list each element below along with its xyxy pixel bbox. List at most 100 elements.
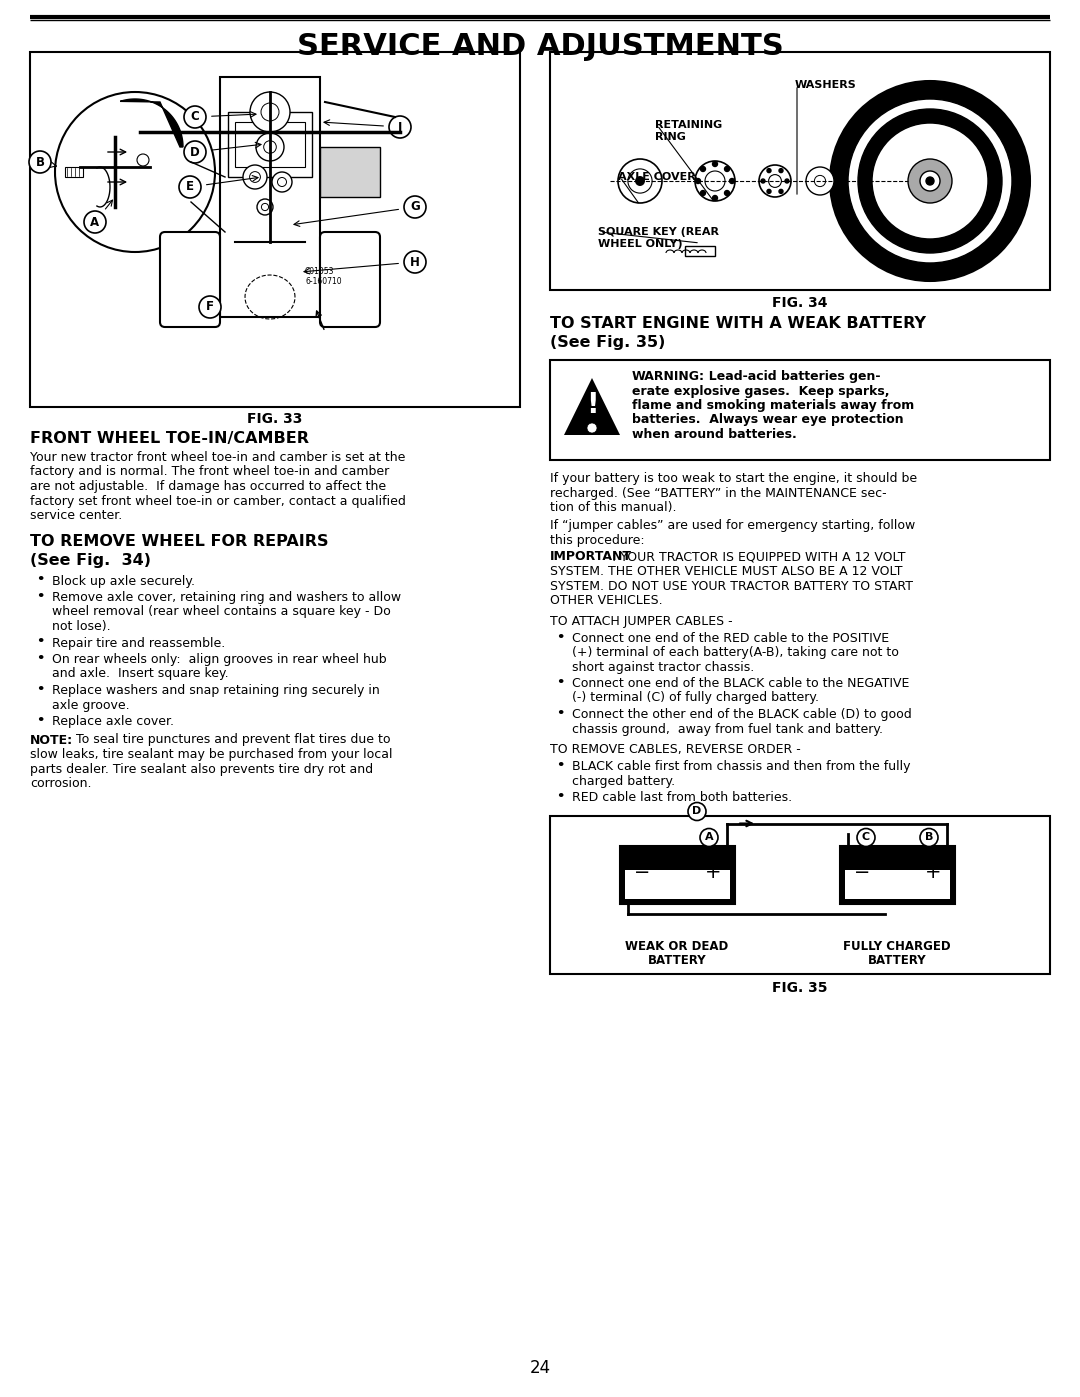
Text: •: • [556,789,565,803]
FancyBboxPatch shape [840,845,955,904]
Text: Replace washers and snap retaining ring securely in: Replace washers and snap retaining ring … [52,685,380,697]
Circle shape [759,165,791,197]
Circle shape [257,198,273,215]
Text: WARNING:: WARNING: [632,370,705,383]
FancyBboxPatch shape [620,845,735,904]
Text: RETAINING
RING: RETAINING RING [654,120,723,141]
Circle shape [779,169,783,173]
Text: : YOUR TRACTOR IS EQUIPPED WITH A 12 VOLT: : YOUR TRACTOR IS EQUIPPED WITH A 12 VOL… [612,550,905,563]
Text: +: + [924,863,941,882]
Text: factory and is normal. The front wheel toe-in and camber: factory and is normal. The front wheel t… [30,465,389,479]
Circle shape [713,196,717,201]
Text: (-) terminal (C) of fully charged battery.: (-) terminal (C) of fully charged batter… [572,692,819,704]
Text: OTHER VEHICLES.: OTHER VEHICLES. [550,594,663,608]
Circle shape [404,196,426,218]
Text: FIG. 34: FIG. 34 [772,296,827,310]
Circle shape [278,177,286,187]
Circle shape [627,169,652,193]
Circle shape [729,179,734,183]
Text: On rear wheels only:  align grooves in rear wheel hub: On rear wheels only: align grooves in re… [52,652,387,666]
Polygon shape [564,379,620,434]
Text: FIG. 35: FIG. 35 [772,981,827,995]
Circle shape [588,423,597,433]
Text: A: A [91,215,99,229]
FancyBboxPatch shape [235,122,305,168]
Circle shape [725,190,729,196]
Text: this procedure:: this procedure: [550,534,645,548]
Circle shape [761,179,765,183]
Circle shape [256,133,284,161]
Polygon shape [120,99,183,147]
Text: IMPORTANT: IMPORTANT [550,550,632,563]
Circle shape [814,176,825,187]
Circle shape [872,123,988,239]
Circle shape [179,176,201,198]
Circle shape [55,92,215,251]
Text: •: • [36,574,44,587]
Text: parts dealer. Tire sealant also prevents tire dry rot and: parts dealer. Tire sealant also prevents… [30,763,373,775]
Circle shape [701,166,705,172]
Text: If your battery is too weak to start the engine, it should be: If your battery is too weak to start the… [550,472,917,485]
Text: SQUARE KEY (REAR
WHEEL ONLY): SQUARE KEY (REAR WHEEL ONLY) [598,226,719,249]
Text: Block up axle securely.: Block up axle securely. [52,574,195,588]
Text: corrosion.: corrosion. [30,777,92,789]
Text: •: • [556,676,565,689]
Text: H: H [410,256,420,268]
FancyBboxPatch shape [550,816,1050,974]
Circle shape [725,166,729,172]
Text: SYSTEM. DO NOT USE YOUR TRACTOR BATTERY TO START: SYSTEM. DO NOT USE YOUR TRACTOR BATTERY … [550,580,913,592]
FancyBboxPatch shape [550,360,1050,460]
Text: wheel removal (rear wheel contains a square key - Do: wheel removal (rear wheel contains a squ… [52,605,391,619]
Text: D: D [692,806,702,816]
Circle shape [261,204,269,211]
Text: •: • [556,630,565,644]
Text: B: B [924,833,933,842]
Circle shape [700,828,718,847]
Text: BLACK cable first from chassis and then from the fully: BLACK cable first from chassis and then … [572,760,910,773]
Text: are not adjustable.  If damage has occurred to affect the: are not adjustable. If damage has occurr… [30,481,387,493]
Circle shape [636,176,645,186]
Circle shape [696,179,701,183]
Circle shape [767,169,771,173]
Text: •: • [36,636,44,648]
Text: FIG. 33: FIG. 33 [247,412,302,426]
Text: 24: 24 [529,1359,551,1377]
Text: not lose).: not lose). [52,620,110,633]
Text: To seal tire punctures and prevent flat tires due to: To seal tire punctures and prevent flat … [72,733,391,746]
Circle shape [184,141,206,163]
Text: (See Fig. 35): (See Fig. 35) [550,335,665,351]
Text: NOTE:: NOTE: [30,733,73,746]
Text: E: E [186,180,194,194]
Text: short against tractor chassis.: short against tractor chassis. [572,661,754,673]
Circle shape [785,179,789,183]
Text: service center.: service center. [30,509,122,522]
Circle shape [184,106,206,129]
Circle shape [29,151,51,173]
Circle shape [249,92,291,131]
Text: •: • [36,683,44,696]
Circle shape [858,109,1002,253]
Circle shape [779,190,783,193]
Text: G: G [410,201,420,214]
Text: Repair tire and reassemble.: Repair tire and reassemble. [52,637,226,650]
Text: FRONT WHEEL TOE-IN/CAMBER: FRONT WHEEL TOE-IN/CAMBER [30,432,309,446]
Text: recharged. (See “BATTERY” in the MAINTENANCE sec-: recharged. (See “BATTERY” in the MAINTEN… [550,486,887,500]
Circle shape [272,172,292,191]
Text: F: F [206,300,214,313]
Text: •: • [36,714,44,726]
FancyBboxPatch shape [160,232,220,327]
Text: •: • [36,652,44,665]
Text: B: B [36,155,44,169]
Circle shape [404,251,426,272]
Text: +: + [704,863,721,882]
Text: charged battery.: charged battery. [572,774,675,788]
FancyBboxPatch shape [320,232,380,327]
Text: factory set front wheel toe-in or camber, contact a qualified: factory set front wheel toe-in or camber… [30,495,406,507]
Text: (See Fig.  34): (See Fig. 34) [30,552,151,567]
Circle shape [137,154,149,166]
Circle shape [713,162,717,166]
Circle shape [696,161,735,201]
Text: slow leaks, tire sealant may be purchased from your local: slow leaks, tire sealant may be purchase… [30,747,392,761]
FancyBboxPatch shape [685,246,715,256]
Circle shape [261,103,279,122]
